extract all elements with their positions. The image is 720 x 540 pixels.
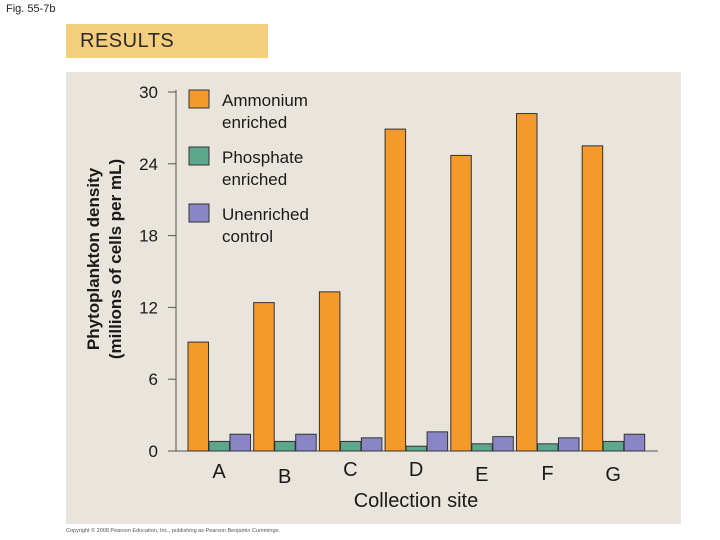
copyright-text: Copyright © 2008 Pearson Education, Inc.…: [66, 528, 280, 534]
legend-swatch-0: [188, 89, 210, 109]
y-tick-label-6: 6: [149, 370, 158, 389]
bar-F-2: [558, 437, 580, 452]
bar-D-2: [426, 431, 449, 452]
bar-A-1: [208, 440, 230, 452]
bar-C-1: [339, 440, 362, 452]
y-tick-label-24: 24: [139, 155, 158, 174]
y-tick-label-18: 18: [139, 227, 158, 246]
legend-label-2-line1: Unenriched: [222, 205, 309, 224]
legend-swatch-2: [188, 203, 210, 223]
x-tick-label-G: G: [605, 464, 621, 486]
bar-C-0: [318, 291, 341, 452]
bar-F-1: [537, 443, 559, 452]
bar-F-0: [516, 113, 538, 452]
bar-B-2: [295, 433, 317, 452]
figure-label: Fig. 55-7b: [6, 3, 56, 15]
bar-E-1: [471, 443, 493, 452]
y-tick-label-12: 12: [139, 298, 158, 317]
bar-A-0: [187, 341, 209, 452]
legend-label-0-line1: Ammonium: [222, 91, 308, 110]
bar-G-0: [581, 145, 604, 452]
y-tick-label-0: 0: [149, 442, 158, 461]
bar-D-0: [384, 128, 407, 452]
bar-A-2: [229, 433, 251, 452]
bar-B-0: [253, 302, 275, 452]
legend-swatch-1: [188, 146, 210, 166]
x-tick-label-E: E: [475, 464, 488, 486]
legend-label-1-line2: enriched: [222, 170, 287, 189]
legend-label-2-line2: control: [222, 227, 273, 246]
legend-label-1-line1: Phosphate: [222, 148, 303, 167]
x-tick-label-F: F: [541, 463, 553, 485]
bar-E-2: [492, 436, 514, 452]
bar-G-2: [623, 433, 646, 452]
y-axis-label-line1: Phytoplankton density: [84, 167, 103, 350]
results-banner: RESULTS: [66, 24, 268, 58]
bar-G-1: [602, 440, 625, 452]
bar-C-2: [360, 437, 383, 452]
results-label: RESULTS: [80, 30, 175, 52]
bar-B-1: [274, 440, 296, 452]
legend-label-0-line2: enriched: [222, 113, 287, 132]
bar-E-0: [450, 154, 472, 452]
x-tick-label-A: A: [212, 461, 226, 483]
x-tick-label-D: D: [409, 459, 423, 481]
x-tick-label-C: C: [343, 459, 357, 481]
x-axis-label: Collection site: [354, 490, 479, 512]
y-axis-label-line2: (millions of cells per mL): [106, 159, 125, 359]
x-tick-label-B: B: [278, 466, 291, 488]
bar-D-1: [405, 445, 428, 452]
y-tick-label-30: 30: [139, 83, 158, 102]
